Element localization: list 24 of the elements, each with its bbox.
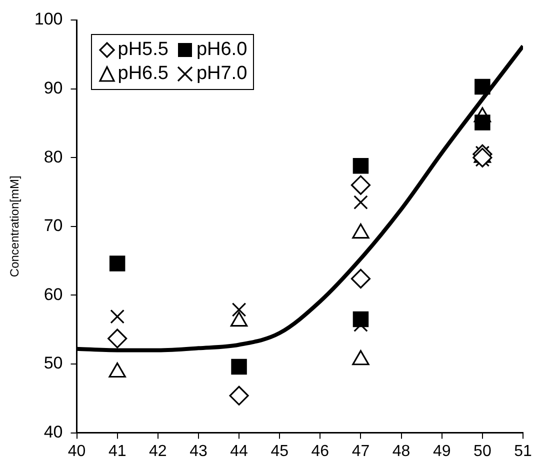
x-tick-label: 46 (311, 442, 330, 460)
y-tick-label: 70 (44, 216, 63, 236)
legend-label: pH6.5 (118, 63, 168, 85)
x-tick-label: 51 (514, 442, 532, 460)
y-tick-label: 100 (34, 10, 63, 29)
legend-label: pH6.0 (196, 39, 248, 61)
x-tick-label: 50 (474, 442, 492, 460)
y-axis-title: Concentration[mM] (8, 176, 22, 278)
legend-label: pH7.0 (196, 63, 248, 85)
x-tick-label: 44 (230, 442, 248, 460)
y-tick-label: 50 (44, 354, 63, 373)
x-tick-label: 42 (149, 442, 167, 460)
x-tick-label: 48 (392, 442, 410, 460)
x-tick-label: 43 (190, 442, 208, 460)
legend-label: pH5.5 (118, 39, 168, 61)
x-tick-label: 47 (352, 442, 370, 460)
y-tick-label: 40 (44, 422, 63, 442)
x-tick-label: 49 (432, 442, 451, 460)
x-tick-label: 40 (68, 442, 86, 460)
x-tick-label: 45 (270, 442, 289, 460)
y-tick-label: 80 (44, 147, 63, 166)
y-tick-label: 60 (44, 284, 63, 304)
x-tick-label: 41 (108, 442, 126, 460)
y-tick-label: 90 (44, 78, 63, 98)
